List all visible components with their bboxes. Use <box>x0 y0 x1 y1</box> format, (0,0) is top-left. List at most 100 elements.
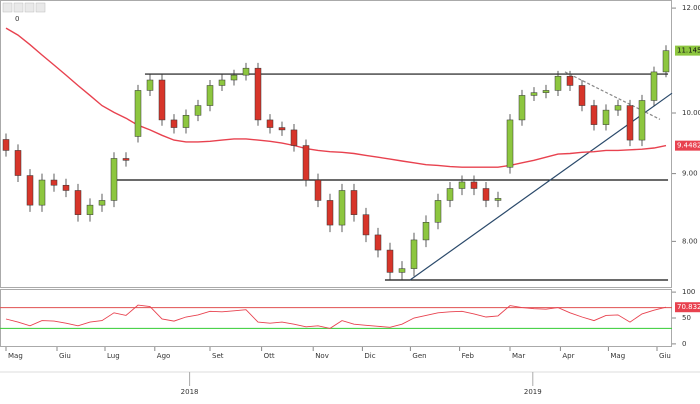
x-tick-label: Apr <box>562 352 574 360</box>
candle-body <box>122 158 130 161</box>
x-tick-label: Set <box>212 352 224 360</box>
candle-body <box>554 75 562 91</box>
candle-body <box>458 181 466 189</box>
candle-body <box>26 175 34 206</box>
candle-body <box>602 109 610 125</box>
candle-body <box>254 67 262 121</box>
candle-body <box>326 200 334 226</box>
plot-layer: 8.00 9.00 10.00 12.00 Mag Giu Lug Ago Set Ott Nov D… <box>0 4 700 396</box>
candle-body <box>662 50 670 73</box>
last-value-label: 9.4482 <box>677 142 700 150</box>
candle-body <box>206 85 214 106</box>
candle-body <box>470 181 478 189</box>
candle-body <box>446 188 454 201</box>
last-value-box <box>675 140 700 151</box>
toolbar-label: 0 <box>15 15 19 23</box>
y-tick-label: 12.00 <box>682 4 700 12</box>
candle-body <box>230 74 238 81</box>
candle-body <box>590 105 598 125</box>
candle-body <box>542 90 550 93</box>
candle-body <box>278 127 286 131</box>
candle-body <box>182 115 190 128</box>
candle-body <box>566 75 574 86</box>
y-tick-label: 10.00 <box>682 109 700 117</box>
toolbar-button[interactable] <box>2 2 13 13</box>
line-series <box>5 304 667 329</box>
candle-body <box>266 119 274 128</box>
candle-body <box>530 92 538 96</box>
y-tick-label: 100 <box>682 288 695 296</box>
last-value-label: 70.8320 <box>677 303 700 311</box>
candle-body <box>578 85 586 106</box>
x-tick-label: Mar <box>512 352 525 360</box>
year-label: 2018 <box>181 388 199 396</box>
year-label: 2019 <box>524 388 542 396</box>
x-tick-label: Ott <box>264 352 275 360</box>
x-tick-label: Giu <box>59 352 71 360</box>
price-panel <box>0 0 672 288</box>
candle-body <box>422 222 430 241</box>
x-tick-label: Mag <box>610 352 625 360</box>
x-tick-label: Nov <box>315 352 329 360</box>
candle-body <box>506 119 514 168</box>
candle-body <box>650 71 658 101</box>
candle-body <box>98 200 106 206</box>
last-value-box <box>675 302 700 313</box>
candle-body <box>638 100 646 141</box>
candle-body <box>134 90 142 137</box>
candle-body <box>410 239 418 269</box>
candle-body <box>434 200 442 223</box>
candle-body <box>86 204 94 215</box>
candle-body <box>170 119 178 128</box>
candle-body <box>242 67 250 76</box>
candle-body <box>374 234 382 251</box>
candle-body <box>50 179 58 186</box>
toolbar[interactable]: 0 <box>2 2 46 23</box>
x-tick-label: Feb <box>462 352 475 360</box>
candle-body <box>362 214 370 236</box>
candle-body <box>614 105 622 111</box>
candle-body <box>518 95 526 121</box>
candle-body <box>302 145 310 181</box>
candle-body <box>494 198 502 201</box>
candle-body <box>218 79 226 86</box>
candle-body <box>2 139 10 151</box>
candle-body <box>158 79 166 121</box>
candle-body <box>350 190 358 215</box>
y-tick-label: 9.00 <box>682 170 698 178</box>
y-tick-label: 8.00 <box>682 237 698 245</box>
candle-body <box>194 105 202 116</box>
trend-line <box>564 71 661 120</box>
candle-body <box>290 129 298 146</box>
candle-body <box>14 150 22 176</box>
y-tick-label: 0 <box>682 340 686 348</box>
x-tick-label: Ago <box>157 352 171 360</box>
y-tick-label: 50 <box>682 314 691 322</box>
x-tick-label: Gen <box>412 352 426 360</box>
candle-body <box>338 190 346 226</box>
candle-body <box>62 184 70 191</box>
candle-body <box>314 179 322 201</box>
candle-body <box>398 268 406 273</box>
candle-body <box>626 105 634 141</box>
candle-body <box>146 79 154 91</box>
candle-body <box>110 158 118 201</box>
toolbar-button[interactable] <box>35 2 46 13</box>
x-tick-label: Mag <box>8 352 23 360</box>
last-value-box <box>675 45 700 56</box>
toolbar-button[interactable] <box>24 2 35 13</box>
candle-body <box>74 190 82 215</box>
candle-body <box>38 179 46 206</box>
x-tick-label: Giu <box>659 352 671 360</box>
last-value-label: 11.145 <box>677 47 700 55</box>
rsi-panel <box>0 289 672 347</box>
candle-body <box>482 188 490 201</box>
toolbar-button[interactable] <box>13 2 24 13</box>
x-tick-label: Lug <box>107 352 120 360</box>
candle-body <box>386 249 394 273</box>
x-tick-label: Dic <box>364 352 375 360</box>
line-series <box>5 27 667 168</box>
